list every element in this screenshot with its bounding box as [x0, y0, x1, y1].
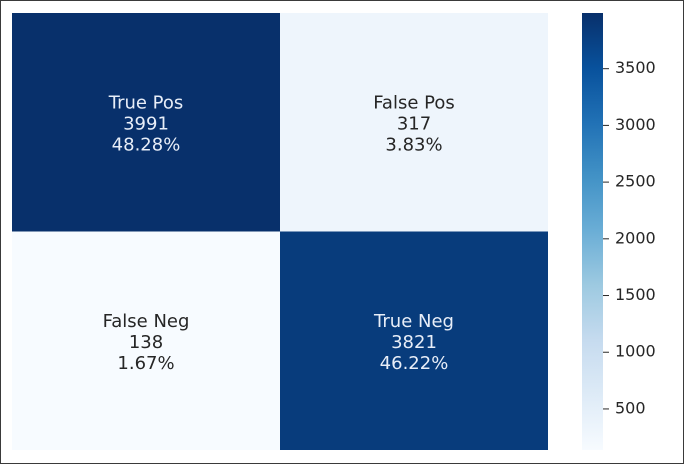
cell-percent: 46.22%	[380, 353, 449, 374]
colorbar-ticks: 500 1000 1500 2000 2500 3000 3500	[603, 58, 656, 417]
cell-label: False Neg	[103, 311, 190, 332]
cell-percent: 1.67%	[117, 353, 174, 374]
heatmap-cells	[12, 13, 548, 450]
cell-label: True Pos	[108, 92, 184, 113]
heatmap-cell-true-pos	[12, 13, 280, 232]
cell-label: False Pos	[373, 92, 455, 113]
colorbar-tick-label: 1500	[615, 285, 656, 304]
cell-percent: 3.83%	[385, 134, 442, 155]
heatmap-cell-false-pos	[280, 13, 548, 232]
colorbar-tick-label: 3500	[615, 58, 656, 77]
colorbar-tick-label: 500	[615, 398, 646, 417]
cell-label: True Neg	[373, 311, 454, 332]
heatmap-cell-false-neg	[12, 231, 280, 450]
cell-count: 3821	[391, 332, 437, 353]
cell-count: 138	[129, 332, 163, 353]
cell-percent: 48.28%	[112, 134, 181, 155]
cell-count: 3991	[123, 113, 169, 134]
colorbar	[582, 13, 603, 450]
colorbar-tick-label: 2500	[615, 172, 656, 191]
colorbar-tick-label: 1000	[615, 342, 656, 361]
heatmap-cell-true-neg	[280, 231, 548, 450]
colorbar-tick-label: 2000	[615, 228, 656, 247]
cell-count: 317	[397, 113, 431, 134]
colorbar-tick-label: 3000	[615, 115, 656, 134]
